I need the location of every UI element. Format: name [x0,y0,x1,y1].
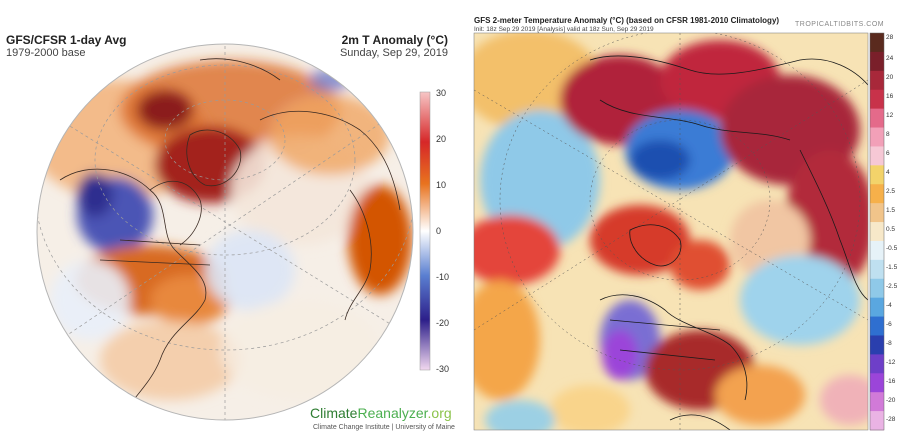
right-cbar-tick: 24 [886,55,894,62]
right-colorbar-border [869,32,885,431]
left-globe-disc [37,44,413,420]
right-colorbar-swatch [870,354,884,374]
left-map-title: GFS/CFSR 1-day Avg [6,33,127,47]
right-colorbar-swatch [870,203,884,223]
right-cbar-tick: 28 [886,34,894,41]
right-colorbar-swatch [870,392,884,412]
right-polar-map [473,32,885,431]
tropical-tidbits-panel: GFS 2-meter Temperature Anomaly (°C) (ba… [470,0,898,444]
right-cbar-tick: -28 [886,416,896,423]
climate-reanalyzer-panel: GFS/CFSR 1-day Avg 1979-2000 base 2m T A… [6,33,455,431]
right-colorbar-swatch [870,316,884,336]
right-cbar-tick: 16 [886,93,894,100]
climate-reanalyzer-logo: ClimateReanalyzer.org [310,405,452,421]
left-cbar-tick-20: 20 [436,134,447,144]
right-colorbar-swatch [870,70,884,91]
left-cbar-tick-neg30: -30 [436,364,450,374]
left-cbar-tick-0: 0 [436,226,442,236]
left-graticule [37,44,413,420]
right-colorbar-swatch [870,51,884,72]
right-colorbar-swatch [870,184,884,204]
right-cbar-tick: -12 [886,359,896,366]
right-cbar-tick: -0.5 [886,245,898,252]
left-map-date: Sunday, Sep 29, 2019 [339,47,448,59]
right-map-title: GFS 2-meter Temperature Anomaly (°C) (ba… [474,16,780,25]
right-colorbar-swatch [870,222,884,242]
right-colorbar [869,32,885,431]
right-map-init-line: Init: 18z Sep 29 2019 [Analysis] valid a… [474,26,654,33]
right-cbar-tick: 20 [886,74,894,81]
tropical-tidbits-brand: TROPICALTIDBITS.COM [795,21,885,28]
right-colorbar-swatch [870,108,884,129]
right-colorbar-swatch [870,127,884,147]
right-cbar-tick: -16 [886,378,896,385]
right-cbar-tick: 6 [886,150,890,157]
right-coastlines [589,55,868,430]
right-map-frame [473,32,869,431]
right-cbar-tick: 1.5 [886,207,896,214]
right-cbar-tick: 12 [886,112,894,119]
right-colorbar-swatch [870,411,884,431]
right-colorbar-swatch [870,33,884,53]
right-cbar-tick: -20 [886,397,896,404]
right-cbar-tick: -4 [886,302,892,309]
left-coastlines [59,58,401,420]
right-cbar-tick: 4 [886,169,890,176]
right-colorbar-swatch [870,89,884,110]
right-cbar-tick: 2.5 [886,188,896,195]
right-colorbar-swatch [870,259,884,280]
right-map-field [474,33,868,430]
right-colorbar-swatch [870,335,884,355]
left-map-subtitle: 1979-2000 base [6,47,86,59]
right-anomaly-field [474,33,868,430]
left-map-credit: Climate Change Institute | University of… [313,424,455,431]
left-cbar-tick-neg20: -20 [436,318,450,328]
right-colorbar-swatch [870,278,884,299]
right-colorbar-swatch [870,146,884,166]
right-cbar-tick: 0.5 [886,226,896,233]
left-colorbar [419,91,431,371]
left-map-variable: 2m T Anomaly (°C) [341,33,448,47]
right-cbar-tick: -8 [886,340,892,347]
right-graticule [474,33,868,430]
right-cbar-tick: -2.5 [886,283,898,290]
right-colorbar-swatch [870,240,884,261]
left-cbar-tick-10: 10 [436,180,447,190]
right-colorbar-swatch [870,297,884,318]
right-colorbar-swatch [870,165,884,185]
left-cbar-tick-neg10: -10 [436,272,450,282]
right-cbar-tick: 8 [886,131,890,138]
left-globe-outline [36,43,414,421]
left-globe-map [36,43,431,421]
right-colorbar-swatch [870,373,884,393]
right-cbar-tick: -6 [886,321,892,328]
left-cbar-tick-30: 30 [436,88,447,98]
right-cbar-tick: -1.5 [886,264,898,271]
